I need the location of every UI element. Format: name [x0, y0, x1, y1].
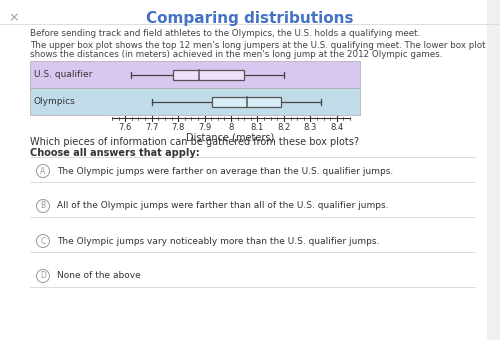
Text: All of the Olympic jumps were farther than all of the U.S. qualifier jumps.: All of the Olympic jumps were farther th…: [57, 202, 388, 210]
Text: 7.9: 7.9: [198, 123, 211, 132]
Text: 8.3: 8.3: [304, 123, 317, 132]
Text: Olympics: Olympics: [34, 97, 76, 106]
Text: None of the above: None of the above: [57, 272, 141, 280]
Text: Which pieces of information can be gathered from these box plots?: Which pieces of information can be gathe…: [30, 137, 359, 147]
Text: U.S. qualifier: U.S. qualifier: [34, 70, 92, 79]
Bar: [173, 69, 244, 80]
Text: Choose all answers that apply:: Choose all answers that apply:: [30, 148, 200, 158]
Text: 7.6: 7.6: [118, 123, 132, 132]
Text: 8.2: 8.2: [278, 123, 290, 132]
Text: 7.8: 7.8: [172, 123, 185, 132]
Text: C: C: [40, 237, 46, 245]
Text: 8: 8: [228, 123, 234, 132]
Text: Comparing distributions: Comparing distributions: [146, 11, 354, 26]
Bar: [487, 0, 500, 340]
Text: 7.7: 7.7: [145, 123, 158, 132]
Text: 8.1: 8.1: [251, 123, 264, 132]
Text: The Olympic jumps were farther on average than the U.S. qualifier jumps.: The Olympic jumps were farther on averag…: [57, 167, 393, 175]
Text: ×: ×: [9, 11, 19, 24]
Text: shows the distances (in meters) achieved in the men's long jump at the 2012 Olym: shows the distances (in meters) achieved…: [30, 50, 442, 59]
Bar: [30, 61, 360, 88]
Text: 8.4: 8.4: [330, 123, 344, 132]
Text: Distance (meters): Distance (meters): [186, 132, 274, 142]
Text: The Olympic jumps vary noticeably more than the U.S. qualifier jumps.: The Olympic jumps vary noticeably more t…: [57, 237, 380, 245]
Bar: [30, 88, 360, 115]
Text: B: B: [40, 202, 46, 210]
Text: Before sending track and field athletes to the Olympics, the U.S. holds a qualif: Before sending track and field athletes …: [30, 29, 420, 38]
Bar: [212, 97, 281, 106]
Text: D: D: [40, 272, 46, 280]
Text: A: A: [40, 167, 46, 175]
Text: The upper box plot shows the top 12 men's long jumpers at the U.S. qualifying me: The upper box plot shows the top 12 men'…: [30, 41, 486, 50]
